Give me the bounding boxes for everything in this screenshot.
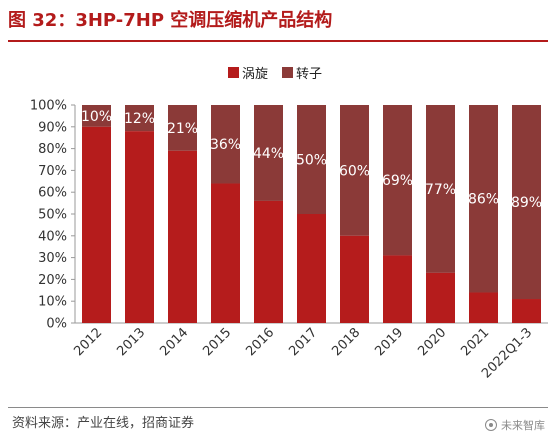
bar-segment-scroll: [512, 299, 541, 323]
bar-segment-rotary: [82, 105, 111, 127]
bar-segment-scroll: [383, 255, 412, 323]
y-tick-label: 80%: [38, 142, 67, 157]
bar-segment-scroll: [125, 131, 154, 323]
bar-segment-rotary: [512, 105, 541, 300]
y-tick-label: 10%: [38, 295, 67, 310]
data-label: 77%: [425, 182, 456, 198]
x-tick-label: 2020: [415, 325, 449, 359]
bar-segment-scroll: [254, 200, 283, 323]
bar-segment-rotary: [297, 105, 326, 214]
bar-segment-rotary: [340, 105, 369, 236]
stacked-bar-chart: 0% 10% 20% 30% 40% 50% 60% 70% 80% 90% 100% 10% 2012…: [30, 99, 548, 381]
source-note: 资料来源：产业在线，招商证券: [12, 416, 195, 431]
bar-segment-scroll: [82, 126, 111, 323]
x-tick-label: 2021: [458, 325, 492, 359]
y-tick-label: 50%: [38, 208, 67, 223]
y-tick-label: 60%: [38, 186, 67, 201]
footer-divider: [8, 407, 548, 408]
bar-segment-rotary: [254, 105, 283, 201]
data-label: 89%: [511, 195, 542, 211]
y-tick-label: 40%: [38, 229, 67, 244]
bar-segment-scroll: [168, 150, 197, 323]
data-label: 10%: [81, 109, 112, 125]
bar-segment-rotary: [469, 105, 498, 293]
x-tick-label: 2019: [372, 325, 406, 359]
legend-label-rotary: 转子: [296, 66, 323, 82]
bar-segment-scroll: [469, 292, 498, 323]
bar-segment-scroll: [340, 235, 369, 323]
x-tick-label: 2015: [200, 325, 234, 359]
data-label: 86%: [468, 192, 499, 208]
data-label: 69%: [382, 173, 413, 189]
figure-title: 图 32：3HP-7HP 空调压缩机产品结构: [8, 10, 333, 31]
bar-segment-rotary: [125, 105, 154, 132]
y-tick-label: 90%: [38, 120, 67, 135]
watermark-text: 未来智库: [501, 419, 545, 432]
chart-legend: 涡旋 转子: [228, 63, 336, 82]
y-tick-label: 20%: [38, 273, 67, 288]
x-tick-label: 2017: [286, 325, 320, 359]
bar-segment-scroll: [297, 214, 326, 323]
data-label: 36%: [210, 137, 241, 153]
data-label: 60%: [339, 163, 370, 179]
watermark-logo-icon: [485, 419, 497, 431]
legend-swatch-rotary: [282, 66, 294, 78]
data-label: 50%: [296, 153, 327, 169]
legend-item-scroll: 涡旋: [228, 63, 268, 82]
legend-item-rotary: 转子: [282, 63, 322, 82]
bar-segment-rotary: [168, 105, 197, 151]
data-label: 21%: [167, 121, 198, 137]
bar-segment-rotary: [383, 105, 412, 256]
x-tick-label: 2018: [329, 325, 363, 359]
legend-swatch-scroll: [228, 66, 239, 78]
title-divider: [8, 40, 548, 42]
data-label: 12%: [124, 111, 155, 127]
bar-segment-scroll: [426, 272, 455, 323]
watermark: 未来智库: [485, 417, 545, 433]
bar-segment-rotary: [211, 105, 240, 184]
legend-label-scroll: 涡旋: [242, 66, 269, 82]
bar-segment-rotary: [426, 105, 455, 273]
y-tick-label: 100%: [30, 99, 67, 114]
x-tick-label: 2016: [243, 325, 277, 359]
data-label: 44%: [253, 146, 284, 162]
y-tick-label: 30%: [38, 251, 67, 266]
y-tick-label: 70%: [38, 164, 67, 179]
x-tick-label: 2014: [157, 325, 191, 359]
y-tick-label: 0%: [46, 317, 67, 332]
bar-segment-scroll: [211, 183, 240, 323]
x-tick-label: 2012: [71, 325, 105, 359]
x-tick-label: 2013: [114, 325, 148, 359]
